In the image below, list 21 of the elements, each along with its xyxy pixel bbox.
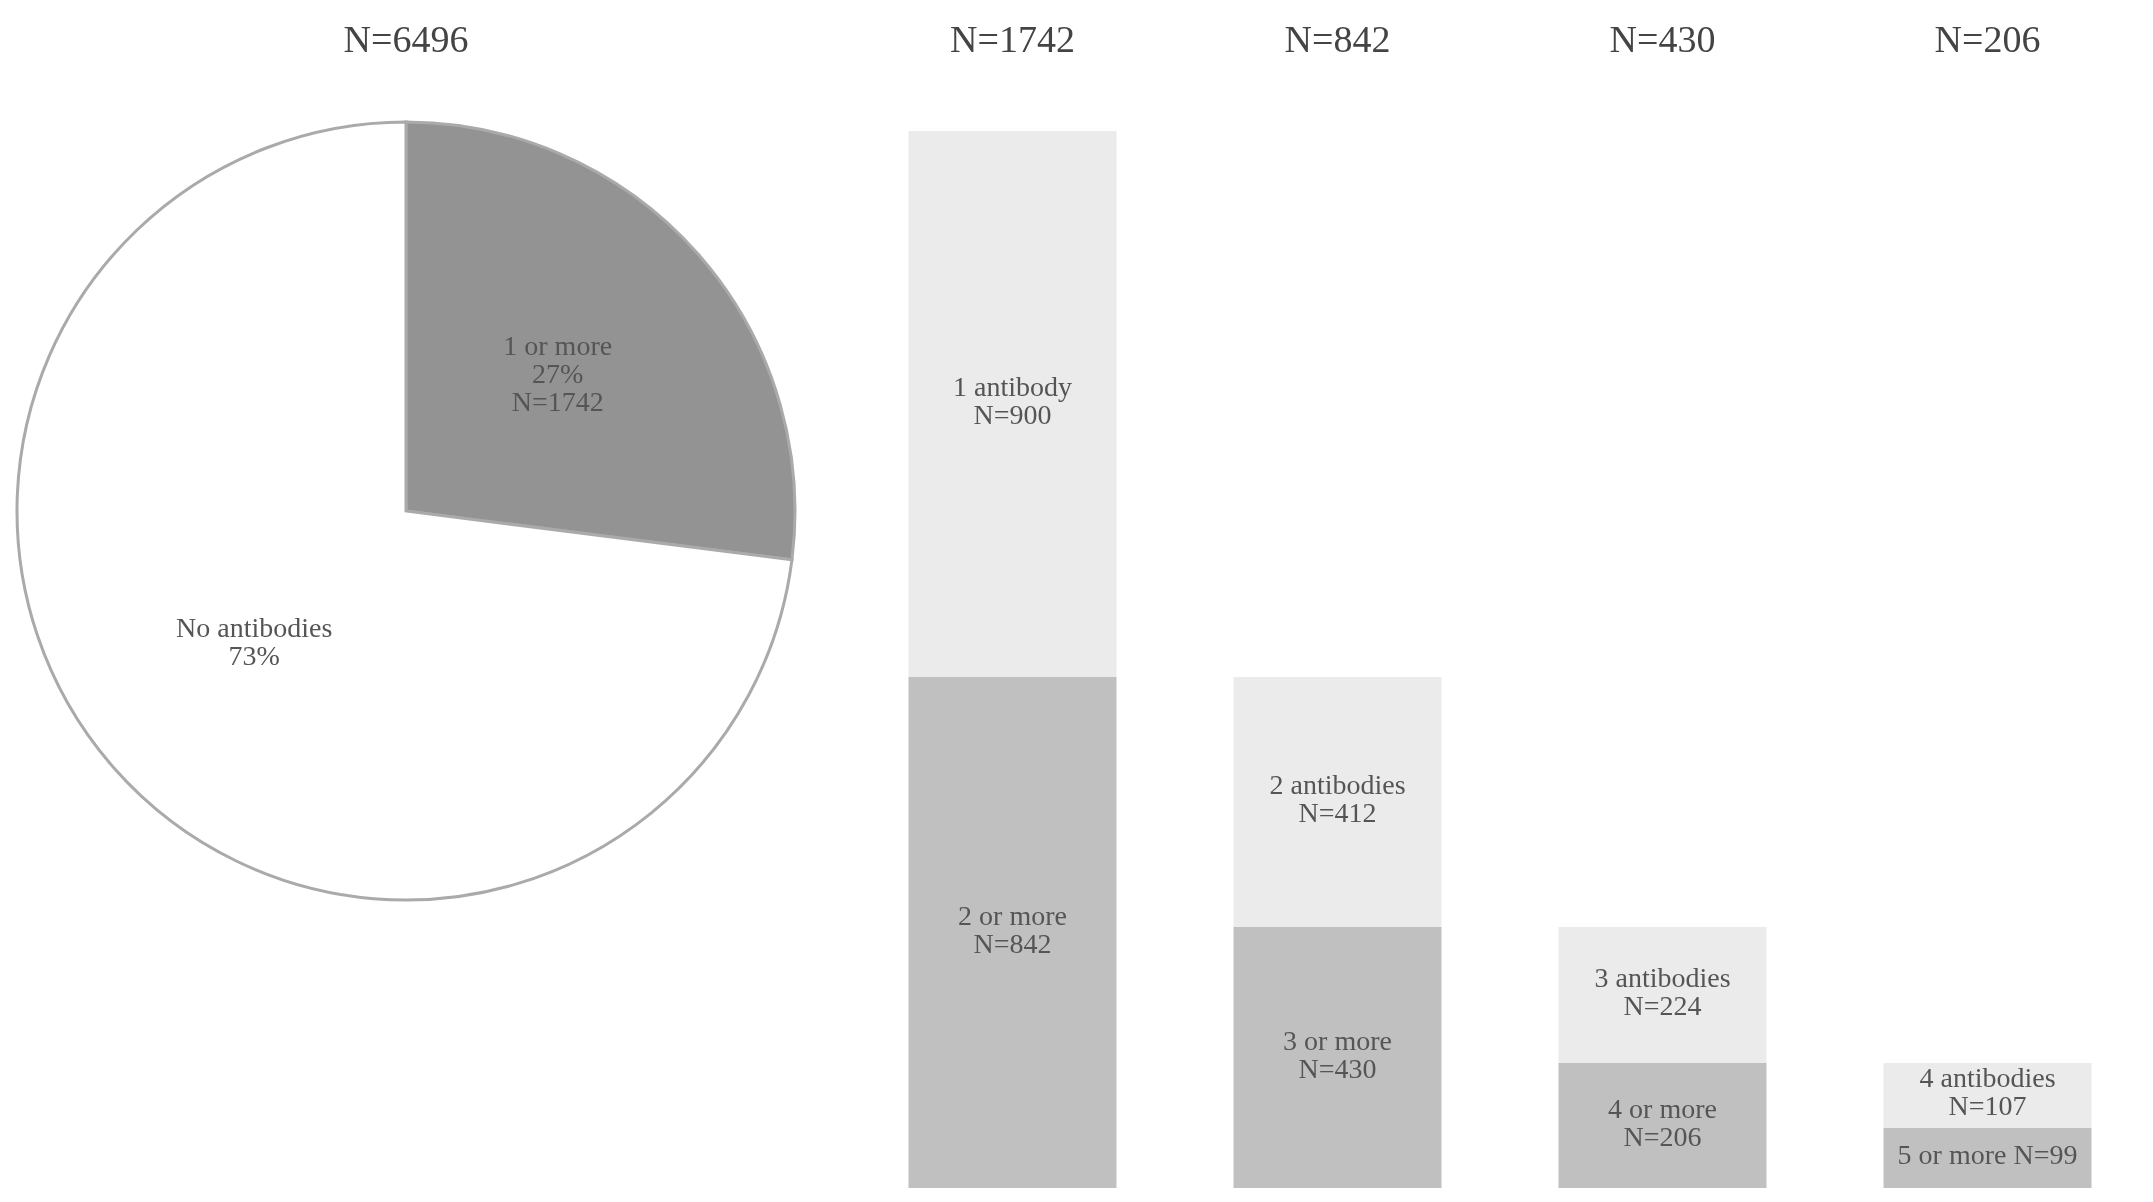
bar — [908, 677, 1117, 1188]
data-label: 3 antibodies N=224 — [1594, 962, 1731, 1022]
bar — [1558, 927, 1767, 1063]
text: N=430 — [1609, 18, 1716, 60]
text: N=206 — [1934, 18, 2041, 60]
bar — [1883, 1127, 2092, 1188]
chart-title: N=6496 — [343, 18, 469, 60]
bar — [1233, 677, 1442, 928]
data-label: 4 antibodies N=107 — [1919, 1062, 2056, 1122]
data-label: 2 or more N=842 — [958, 899, 1067, 959]
pie-slice — [15, 120, 794, 902]
bar — [908, 131, 1117, 678]
text: N=1742 — [950, 18, 1075, 60]
data-label: 4 or more N=206 — [1608, 1092, 1717, 1152]
text: N=842 — [1284, 18, 1391, 60]
bar — [1233, 927, 1442, 1188]
bar — [1558, 1063, 1767, 1188]
data-label: 2 antibodies N=412 — [1269, 769, 1406, 829]
data-label: 3 or more N=430 — [1283, 1024, 1392, 1084]
data-label: 5 or more N=99 — [1897, 1139, 2078, 1171]
data-label: 1 antibody N=900 — [953, 371, 1072, 431]
